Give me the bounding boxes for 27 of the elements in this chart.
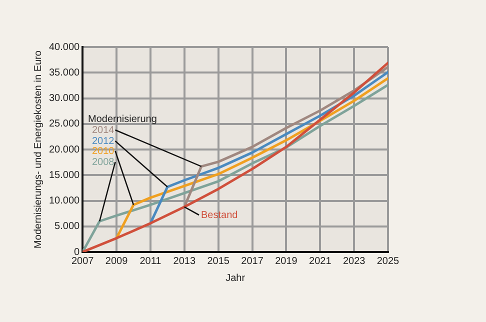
- y-tick-label: 20.000: [48, 144, 80, 156]
- text: 2010: [92, 146, 115, 157]
- x-tick-label: 2007: [71, 256, 94, 267]
- y-tick-label: 0: [74, 246, 80, 258]
- x-tick-label: 2015: [207, 256, 230, 267]
- x-tick-label: 2021: [309, 256, 332, 267]
- y-tick-label: 35.000: [48, 67, 80, 78]
- x-tick-label: 2009: [105, 256, 128, 267]
- x-tick-label: 2025: [376, 256, 400, 267]
- legend-title: Modernisierung: [88, 114, 157, 125]
- x-axis-title: Jahr: [226, 272, 246, 284]
- x-tick-label: 2023: [342, 256, 366, 267]
- x-tick-label: 2013: [173, 256, 196, 267]
- y-tick-label: 10.000: [48, 196, 80, 206]
- x-tick-label: 2019: [275, 256, 298, 267]
- y-tick-label: 15.000: [48, 170, 80, 181]
- y-axis-title: Modernisierungs- und Energiekosten in Euro: [32, 50, 44, 248]
- text: 2008: [92, 156, 115, 168]
- text: 2014: [92, 124, 115, 136]
- y-tick-label: 5.000: [54, 221, 80, 232]
- y-tick-label: 30.000: [48, 93, 80, 104]
- x-tick-label: 2011: [140, 256, 162, 267]
- series-label: Bestand: [201, 210, 238, 221]
- text: 2012: [92, 136, 115, 147]
- x-tick-label: 2017: [241, 256, 264, 267]
- y-tick-label: 25.000: [48, 118, 80, 130]
- y-tick-label: 40.000: [48, 42, 80, 53]
